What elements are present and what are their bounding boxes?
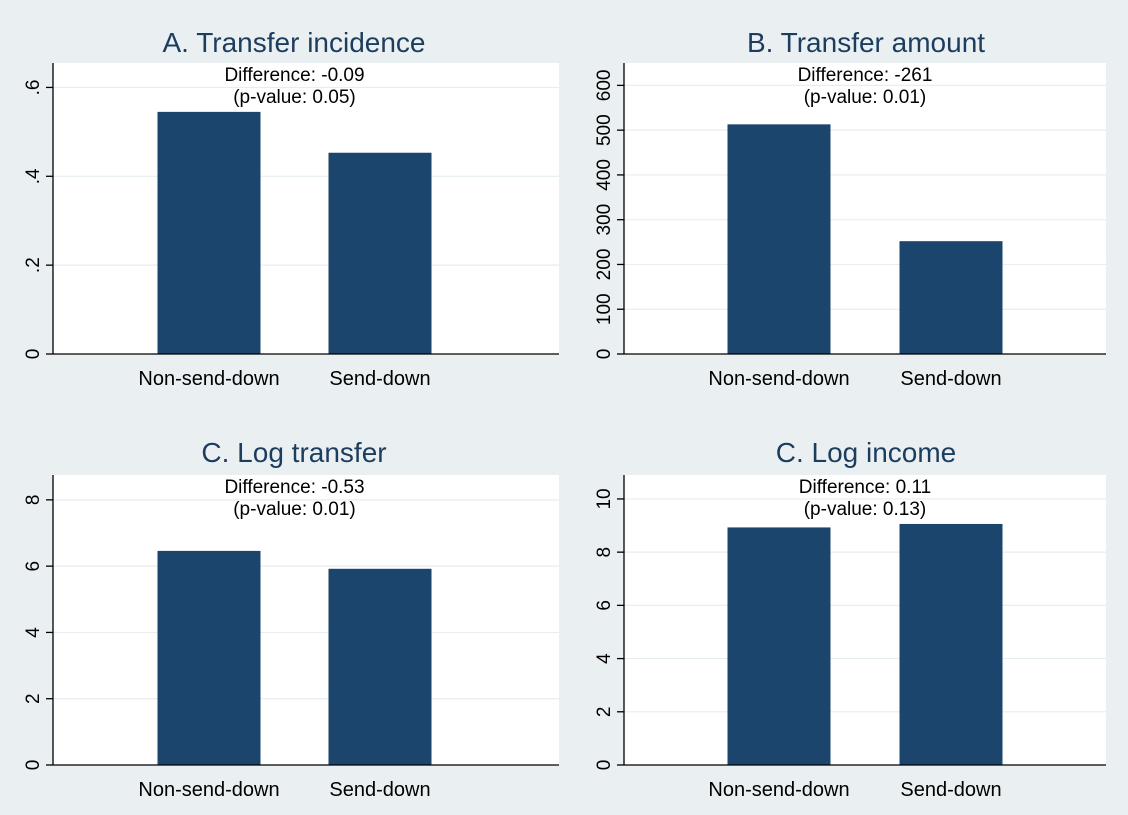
difference-annotation: Difference: 0.11 xyxy=(799,477,931,498)
y-tick-label: 2 xyxy=(23,693,44,704)
plot-area xyxy=(624,63,1106,354)
y-tick-label: .4 xyxy=(23,168,44,184)
y-tick-label: 600 xyxy=(594,70,615,102)
y-tick-label: 200 xyxy=(594,249,615,281)
x-category-label: Send-down xyxy=(329,368,430,390)
y-tick-label: .6 xyxy=(23,80,44,96)
p-value-annotation: (p-value: 0.01) xyxy=(233,499,356,520)
plot-area xyxy=(624,475,1106,765)
bar-non-send-down xyxy=(157,111,261,354)
plot-area xyxy=(53,475,559,765)
y-tick-label: 0 xyxy=(23,349,44,360)
chart-panel-4: 0 2 4 6 8 10 Non-send-down Send-down C. Log inco… xyxy=(594,437,1106,801)
chart-title: C. Log transfer xyxy=(201,437,386,468)
y-tick-label: 6 xyxy=(23,561,44,572)
bar-send-down xyxy=(899,241,1003,354)
y-tick-label: 8 xyxy=(594,547,615,558)
y-tick-label: 10 xyxy=(594,488,615,509)
y-tick-label: 4 xyxy=(594,653,615,664)
p-value-annotation: (p-value: 0.05) xyxy=(233,87,356,108)
bar-non-send-down xyxy=(157,550,261,765)
p-value-annotation: (p-value: 0.13) xyxy=(804,499,927,520)
bar-non-send-down xyxy=(727,124,831,354)
y-tick-label: 0 xyxy=(23,760,44,771)
y-tick-label: 6 xyxy=(594,600,615,611)
chart-panel-2: 0 100 200 300 400 500 600 Non-send-down Send-dow… xyxy=(594,27,1106,390)
bar-send-down xyxy=(328,568,432,765)
bar-send-down xyxy=(328,152,432,354)
x-category-label: Send-down xyxy=(900,368,1001,390)
y-tick-label: 0 xyxy=(594,760,615,771)
y-tick-label: 400 xyxy=(594,159,615,191)
y-tick-label: 500 xyxy=(594,114,615,146)
x-category-label: Non-send-down xyxy=(138,368,279,390)
chart-title: A. Transfer incidence xyxy=(162,27,425,58)
bar-send-down xyxy=(899,523,1003,765)
x-category-label: Non-send-down xyxy=(708,368,849,390)
y-tick-label: 2 xyxy=(594,706,615,717)
y-tick-label: 8 xyxy=(23,495,44,506)
y-tick-label: 4 xyxy=(23,627,44,638)
y-tick-label: 0 xyxy=(594,349,615,360)
x-category-label: Non-send-down xyxy=(708,779,849,801)
p-value-annotation: (p-value: 0.01) xyxy=(804,87,927,108)
difference-annotation: Difference: -261 xyxy=(798,65,933,86)
plot-area xyxy=(53,63,559,354)
y-tick-label: 100 xyxy=(594,293,615,325)
chart-title: B. Transfer amount xyxy=(747,27,985,58)
chart-panel-1: 0 .2 .4 .6 Non-send-down Send-down A. Transfer… xyxy=(23,27,559,390)
chart-panel-3: 0 2 4 6 8 Non-send-down Send-down C. Log transf… xyxy=(23,437,559,801)
difference-annotation: Difference: -0.53 xyxy=(224,477,364,498)
x-category-label: Send-down xyxy=(329,779,430,801)
y-tick-label: .2 xyxy=(23,257,44,273)
difference-annotation: Difference: -0.09 xyxy=(224,65,364,86)
y-tick-label: 300 xyxy=(594,204,615,236)
x-category-label: Send-down xyxy=(900,779,1001,801)
chart-title: C. Log income xyxy=(776,437,957,468)
bar-non-send-down xyxy=(727,527,831,765)
x-category-label: Non-send-down xyxy=(138,779,279,801)
